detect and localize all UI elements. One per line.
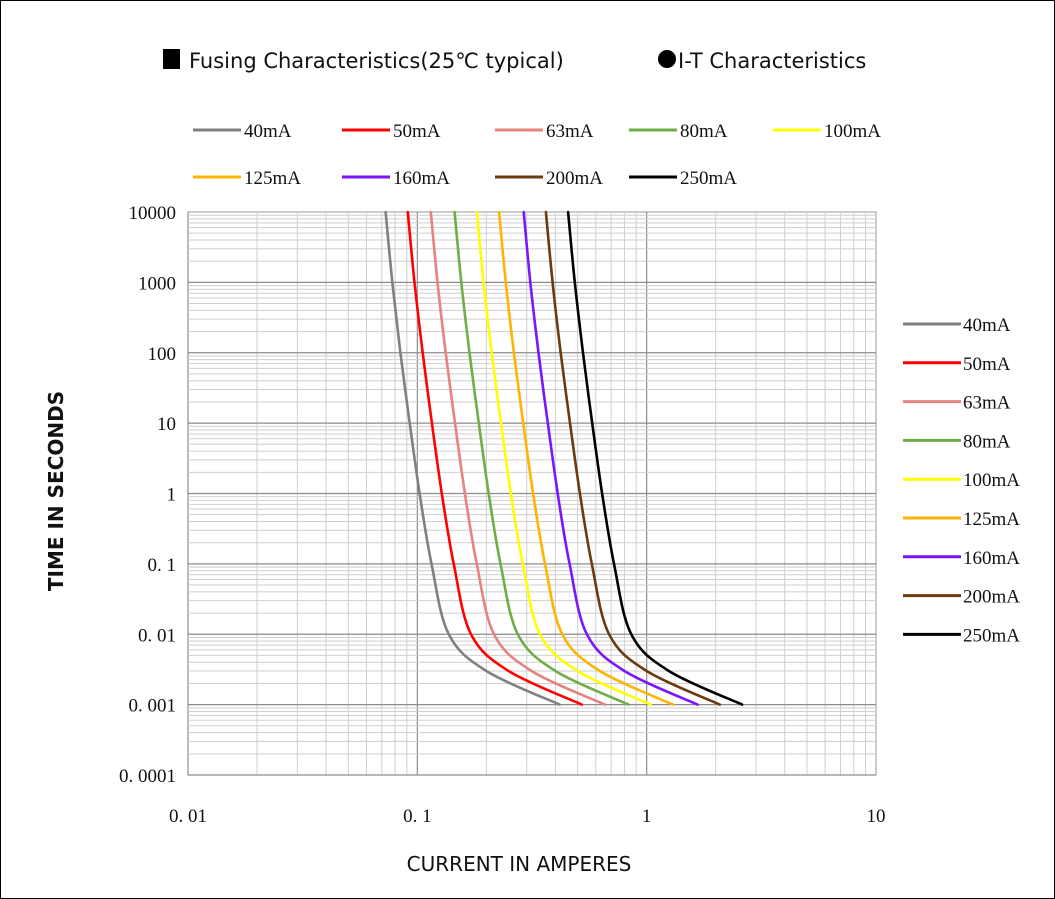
series-line-200mA: [544, 210, 722, 706]
x-tick-label: 0. 01: [169, 806, 207, 827]
legend-label-250mA: 250mA: [680, 168, 737, 189]
series-line-250mA: [566, 210, 744, 706]
legend-label-125mA: 125mA: [963, 509, 1020, 530]
it-circle-marker: [658, 50, 676, 68]
it-characteristics-label: I-T Characteristics: [678, 49, 866, 73]
fusing-characteristics-label: Fusing Characteristics(25℃ typical): [189, 49, 564, 73]
y-tick-label: 0. 01: [138, 625, 176, 646]
legend-label-40mA: 40mA: [244, 121, 292, 142]
legend-label-63mA: 63mA: [963, 393, 1011, 414]
legend-label-160mA: 160mA: [963, 548, 1020, 569]
x-axis-label: CURRENT IN AMPERES: [407, 852, 632, 876]
legend-label-200mA: 200mA: [963, 587, 1020, 608]
legend-label-200mA: 200mA: [546, 168, 603, 189]
series-line-80mA: [453, 210, 630, 706]
legend-label-100mA: 100mA: [824, 121, 881, 142]
y-tick-label: 0. 0001: [119, 766, 176, 787]
legend-label-80mA: 80mA: [963, 431, 1011, 452]
legend-right: 40mA 50mA 63mA 80mA 100mA 125mA 160mA 200mA 250m…: [903, 315, 1020, 646]
legend-label-100mA: 100mA: [963, 470, 1020, 491]
y-tick-labels: 10000 1000 100 10 1 0. 1 0. 01 0. 001 0. 0001: [119, 203, 176, 787]
y-tick-label: 10000: [129, 203, 177, 224]
legend-label-80mA: 80mA: [680, 121, 728, 142]
y-tick-label: 100: [148, 344, 177, 365]
series-line-50mA: [406, 210, 584, 706]
y-tick-label: 1000: [138, 273, 176, 294]
legend-label-50mA: 50mA: [963, 354, 1011, 375]
y-tick-label: 0. 1: [148, 555, 177, 576]
x-tick-label: 1: [642, 806, 652, 827]
y-tick-label: 1: [167, 485, 177, 506]
series-line-160mA: [522, 210, 699, 706]
series-line-125mA: [497, 210, 675, 706]
y-tick-label: 10: [157, 414, 176, 435]
legend-top: 40mA 50mA 63mA 80mA 100mA 125mA 160mA 200mA 250m…: [193, 121, 881, 189]
series-line-100mA: [475, 210, 653, 706]
legend-label-160mA: 160mA: [393, 168, 450, 189]
series-line-63mA: [429, 210, 607, 706]
y-tick-label: 0. 001: [129, 696, 177, 717]
x-tick-label: 10: [867, 806, 886, 827]
legend-label-40mA: 40mA: [963, 315, 1011, 336]
chart-header: Fusing Characteristics(25℃ typical) I-T …: [163, 49, 866, 73]
legend-label-125mA: 125mA: [244, 168, 301, 189]
legend-label-250mA: 250mA: [963, 625, 1020, 646]
x-tick-label: 0. 1: [403, 806, 432, 827]
x-tick-labels: 0. 01 0. 1 1 10: [169, 806, 886, 827]
legend-label-63mA: 63mA: [546, 121, 594, 142]
y-axis-label: TIME IN SECONDS: [44, 391, 68, 591]
series-curves: [384, 210, 744, 706]
legend-label-50mA: 50mA: [393, 121, 441, 142]
series-line-40mA: [384, 210, 561, 706]
fusing-square-marker: [163, 49, 180, 69]
